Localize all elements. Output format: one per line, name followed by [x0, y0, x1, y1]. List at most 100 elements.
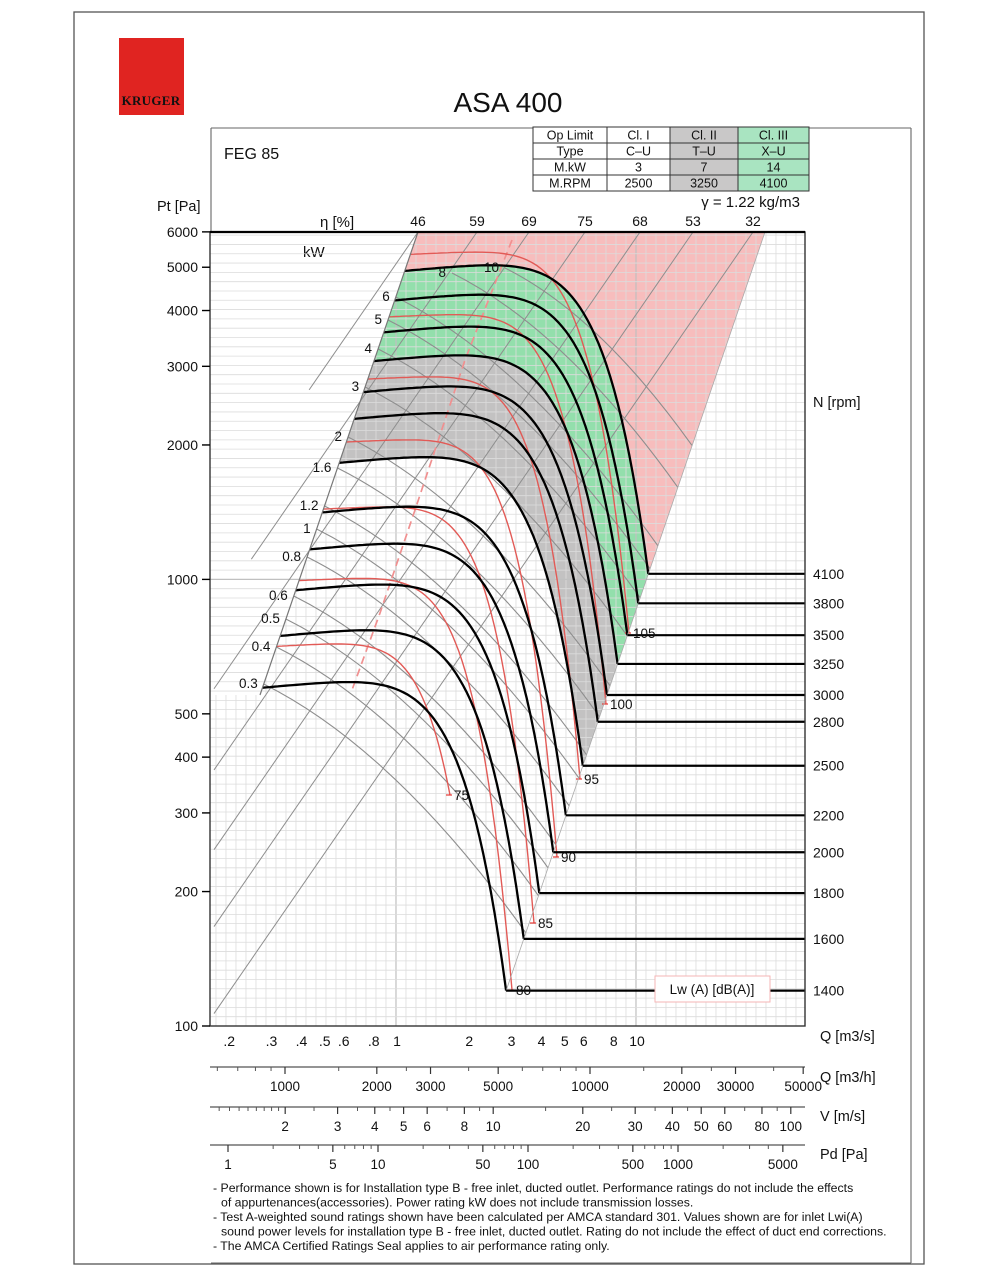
rpm-curve: [394, 293, 640, 604]
pt-tick-label: 500: [175, 706, 199, 722]
v-axis-tick-label: 5: [400, 1119, 408, 1134]
kw-value-label: 10: [484, 260, 499, 275]
q-tick-label: 3: [508, 1033, 516, 1049]
pt-tick-label: 200: [175, 884, 199, 900]
table-cell-text: 2500: [625, 177, 653, 191]
sound-level-curve: [323, 506, 535, 924]
pt-axis-title: Pt [Pa]: [157, 199, 201, 215]
page-border: [73, 11, 925, 1265]
q-tick-label: .4: [296, 1033, 308, 1049]
eta-value-label: 75: [577, 213, 593, 229]
pd-axis-tick-label: 500: [622, 1157, 645, 1172]
rpm-curves: [262, 264, 650, 991]
eta-axis-title: η [%]: [320, 214, 354, 231]
efficiency-line: [250, 231, 478, 560]
pt-tick-label: 3000: [167, 358, 198, 374]
sound-level-curve: [410, 251, 630, 634]
table-cell-text: Cl. II: [691, 129, 717, 143]
class-regions: [339, 232, 765, 766]
footnote-line: - Test A-weighted sound ratings shown ha…: [213, 1210, 863, 1224]
eta-value-label: 59: [469, 213, 485, 229]
kw-value-label: 8: [438, 265, 446, 280]
sound-level-curve: [367, 376, 581, 780]
pt-tick-label: 1000: [167, 571, 198, 587]
v-axis-tick-label: 8: [461, 1119, 469, 1134]
eta-value-label: 53: [685, 213, 701, 229]
rpm-value-label: 3800: [813, 595, 844, 611]
power-line: [451, 272, 679, 488]
rpm-value-label: 1800: [813, 885, 844, 901]
efficiency-line: [213, 231, 586, 771]
q-m3h-axis-tick-label: 3000: [415, 1079, 445, 1094]
sound-level-label: 75: [454, 788, 469, 803]
eta-value-label: 32: [745, 213, 761, 229]
eta-value-labels: 46 59 69 75 68 53 32: [410, 213, 761, 229]
q-tick-label: .5: [319, 1033, 331, 1049]
v-axis-tick-label: 50: [694, 1119, 709, 1134]
table-cell-text: 3: [635, 161, 642, 175]
q-tick-label: 2: [465, 1033, 473, 1049]
sound-level-curve: [276, 643, 451, 796]
power-line: [337, 467, 601, 718]
v-axis-tick-label: 6: [423, 1119, 431, 1134]
pd-axis-tick-label: 100: [517, 1157, 540, 1172]
sound-level-curve: [388, 314, 607, 705]
rpm-curve: [404, 264, 650, 574]
q-tick-label: .3: [266, 1033, 278, 1049]
table-cell-text: 7: [701, 161, 708, 175]
pt-tick-label: 5000: [167, 259, 198, 275]
rpm-value-label: 1400: [813, 983, 844, 999]
power-line: [324, 505, 588, 756]
table-cell-text: M.RPM: [549, 177, 591, 191]
pt-tick-labels: 6000 5000 4000 3000 2000 1000 500 400 300 200 100: [167, 224, 210, 1034]
power-line: [377, 348, 641, 599]
eta-value-label: 69: [521, 213, 537, 229]
kw-value-label: 4: [365, 341, 373, 356]
pd-axis-tick-label: 10: [370, 1157, 385, 1172]
power-line: [364, 386, 628, 637]
v-axis-tick-label: 20: [575, 1119, 590, 1134]
table-cell-text: 4100: [760, 177, 788, 191]
page-title: ASA 400: [454, 87, 563, 118]
table-cell-text: Type: [556, 145, 583, 159]
rpm-value-label: 3250: [813, 656, 844, 672]
q-tick-label: .2: [223, 1033, 235, 1049]
rpm-curve: [354, 412, 599, 722]
table-cell: [737, 174, 810, 192]
pt-tick-label: 4000: [167, 303, 198, 319]
table-cell-text: Op Limit: [547, 129, 594, 143]
table-cell-text: M.kW: [554, 161, 586, 175]
footnote-line: of appurtenances(accessories). Power rat…: [221, 1196, 693, 1210]
class-region: [374, 265, 649, 664]
kw-value-label: 1.6: [313, 460, 332, 475]
q-tick-label: 5: [561, 1033, 569, 1049]
footnote-line: - Performance shown is for Installation …: [213, 1181, 853, 1195]
power-line: [276, 646, 539, 897]
pd-axis-tick-label: 5000: [768, 1157, 798, 1172]
sound-level-curve: [346, 439, 558, 858]
lw-label: Lw (A) [dB(A)]: [670, 982, 755, 997]
rpm-value-label: 2000: [813, 844, 844, 860]
kw-axis-title: kW: [303, 244, 326, 261]
rpm-curve: [295, 583, 541, 894]
v-axis-tick-label: 100: [780, 1119, 803, 1134]
power-line: [504, 267, 693, 446]
pd-axis-tick-label: 5: [329, 1157, 337, 1172]
v-axis-title: V [m/s]: [820, 1109, 865, 1125]
rpm-value-label: 2800: [813, 714, 844, 730]
v-axis-tick-label: 4: [371, 1119, 379, 1134]
eta-value-label: 46: [410, 213, 426, 229]
kw-value-label: 0.8: [282, 549, 301, 564]
q-tick-label: 6: [580, 1033, 588, 1049]
q-m3h-axis-tick-label: 30000: [717, 1079, 755, 1094]
rpm-curve: [339, 456, 584, 766]
rpm-value-labels: 1400 1600 1800 2000 2200 2500 2800 3000 3250 3500…: [813, 566, 844, 999]
kw-value-label: 5: [374, 312, 382, 327]
pd-axis-tick-label: 50: [475, 1157, 490, 1172]
eta-value-label: 68: [632, 213, 648, 229]
footnote-line: - The AMCA Certified Ratings Seal applie…: [213, 1239, 610, 1253]
kw-value-label: 0.6: [269, 588, 288, 603]
v-axis-tick-label: 2: [281, 1119, 289, 1134]
q-m3h-axis-title: Q [m3/h]: [820, 1070, 876, 1086]
q-tick-label: .8: [368, 1033, 380, 1049]
